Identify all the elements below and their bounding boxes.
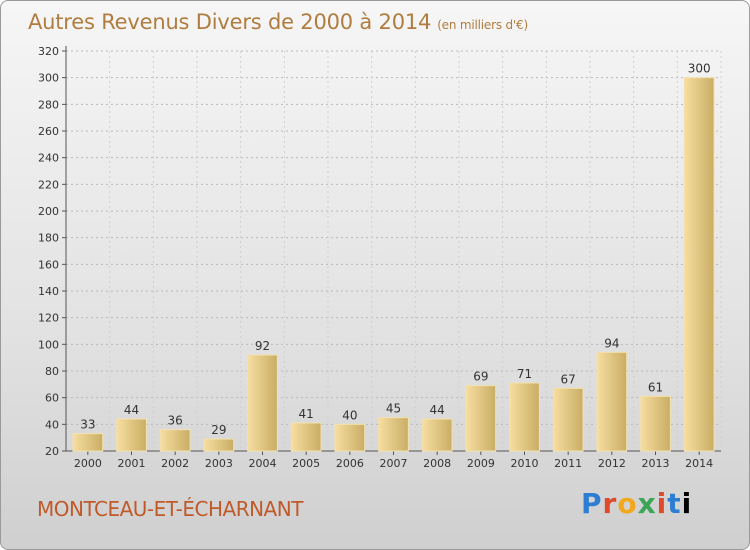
bars — [72, 77, 715, 452]
x-tick-label: 2013 — [642, 457, 670, 470]
y-tick-label: 80 — [45, 365, 59, 378]
bar-2004 — [247, 354, 278, 452]
commune-name: MONTCEAU-ET-ÉCHARNANT — [37, 497, 303, 521]
x-tick-label: 2011 — [554, 457, 582, 470]
bar-2005 — [290, 422, 322, 452]
x-tick-label: 2005 — [292, 457, 320, 470]
data-label: 29 — [211, 423, 226, 437]
x-tick-label: 2004 — [249, 457, 277, 470]
proxiti-logo: Proxiti — [581, 487, 693, 520]
y-tick-label: 260 — [38, 125, 59, 138]
y-tick-label: 120 — [38, 312, 59, 325]
x-tick-label: 2014 — [685, 457, 713, 470]
x-tick-label: 2001 — [118, 457, 146, 470]
y-tick-label: 100 — [38, 338, 59, 351]
data-label: 71 — [517, 367, 532, 381]
data-label: 41 — [299, 407, 314, 421]
y-tick-label: 140 — [38, 285, 59, 298]
data-label: 61 — [648, 380, 663, 394]
chart-title: Autres Revenus Divers de 2000 à 2014 (en … — [28, 10, 528, 34]
x-tick-label: 2006 — [336, 457, 364, 470]
bar-2009 — [465, 385, 497, 452]
y-tick-label: 240 — [38, 152, 59, 165]
data-label: 36 — [168, 414, 183, 428]
data-label: 94 — [604, 336, 619, 350]
data-label: 67 — [561, 372, 576, 386]
x-tick-label: 2012 — [598, 457, 626, 470]
bar-2013 — [640, 395, 671, 452]
bar-2003 — [203, 438, 235, 452]
bar-2010 — [509, 382, 540, 452]
data-label: 45 — [386, 402, 401, 416]
bar-2001 — [116, 418, 147, 452]
x-tick-label: 2003 — [205, 457, 233, 470]
y-tick-label: 160 — [38, 258, 59, 271]
y-tick-label: 220 — [38, 178, 59, 191]
y-tick-label: 180 — [38, 232, 59, 245]
data-label: 44 — [430, 403, 445, 417]
y-tick-label: 60 — [45, 392, 59, 405]
x-tick-label: 2002 — [161, 457, 189, 470]
y-tick-label: 280 — [38, 98, 59, 111]
bar-2006 — [334, 423, 366, 452]
data-label: 69 — [473, 370, 488, 384]
data-label: 33 — [80, 418, 95, 432]
title-text: Autres Revenus Divers de 2000 à 2014 — [28, 10, 432, 34]
y-tick-label: 20 — [45, 445, 59, 458]
y-tick-label: 300 — [38, 72, 59, 85]
x-tick-label: 2008 — [423, 457, 451, 470]
data-label: 40 — [342, 408, 357, 422]
title-unit: (en milliers d'€) — [437, 18, 528, 32]
x-tick-label: 2010 — [511, 457, 539, 470]
data-labels: 33 44 36 29 92 41 40 45 44 69 71 67 94 61 300 — [80, 62, 710, 437]
bar-2012 — [596, 351, 628, 452]
bar-2000 — [72, 433, 104, 452]
x-tick-label: 2000 — [74, 457, 102, 470]
y-tick-label: 40 — [45, 418, 59, 431]
y-tick-label: 200 — [38, 205, 59, 218]
bar-2014 — [683, 77, 715, 452]
x-tick-label: 2009 — [467, 457, 495, 470]
bar-2008 — [421, 418, 453, 452]
data-label: 300 — [688, 62, 711, 76]
bar-2007 — [378, 417, 409, 452]
bar-2011 — [552, 387, 584, 452]
data-label: 92 — [255, 339, 270, 353]
data-label: 44 — [124, 403, 139, 417]
x-tick-label: 2007 — [380, 457, 408, 470]
y-tick-label: 320 — [38, 45, 59, 58]
bar-2002 — [159, 429, 191, 452]
